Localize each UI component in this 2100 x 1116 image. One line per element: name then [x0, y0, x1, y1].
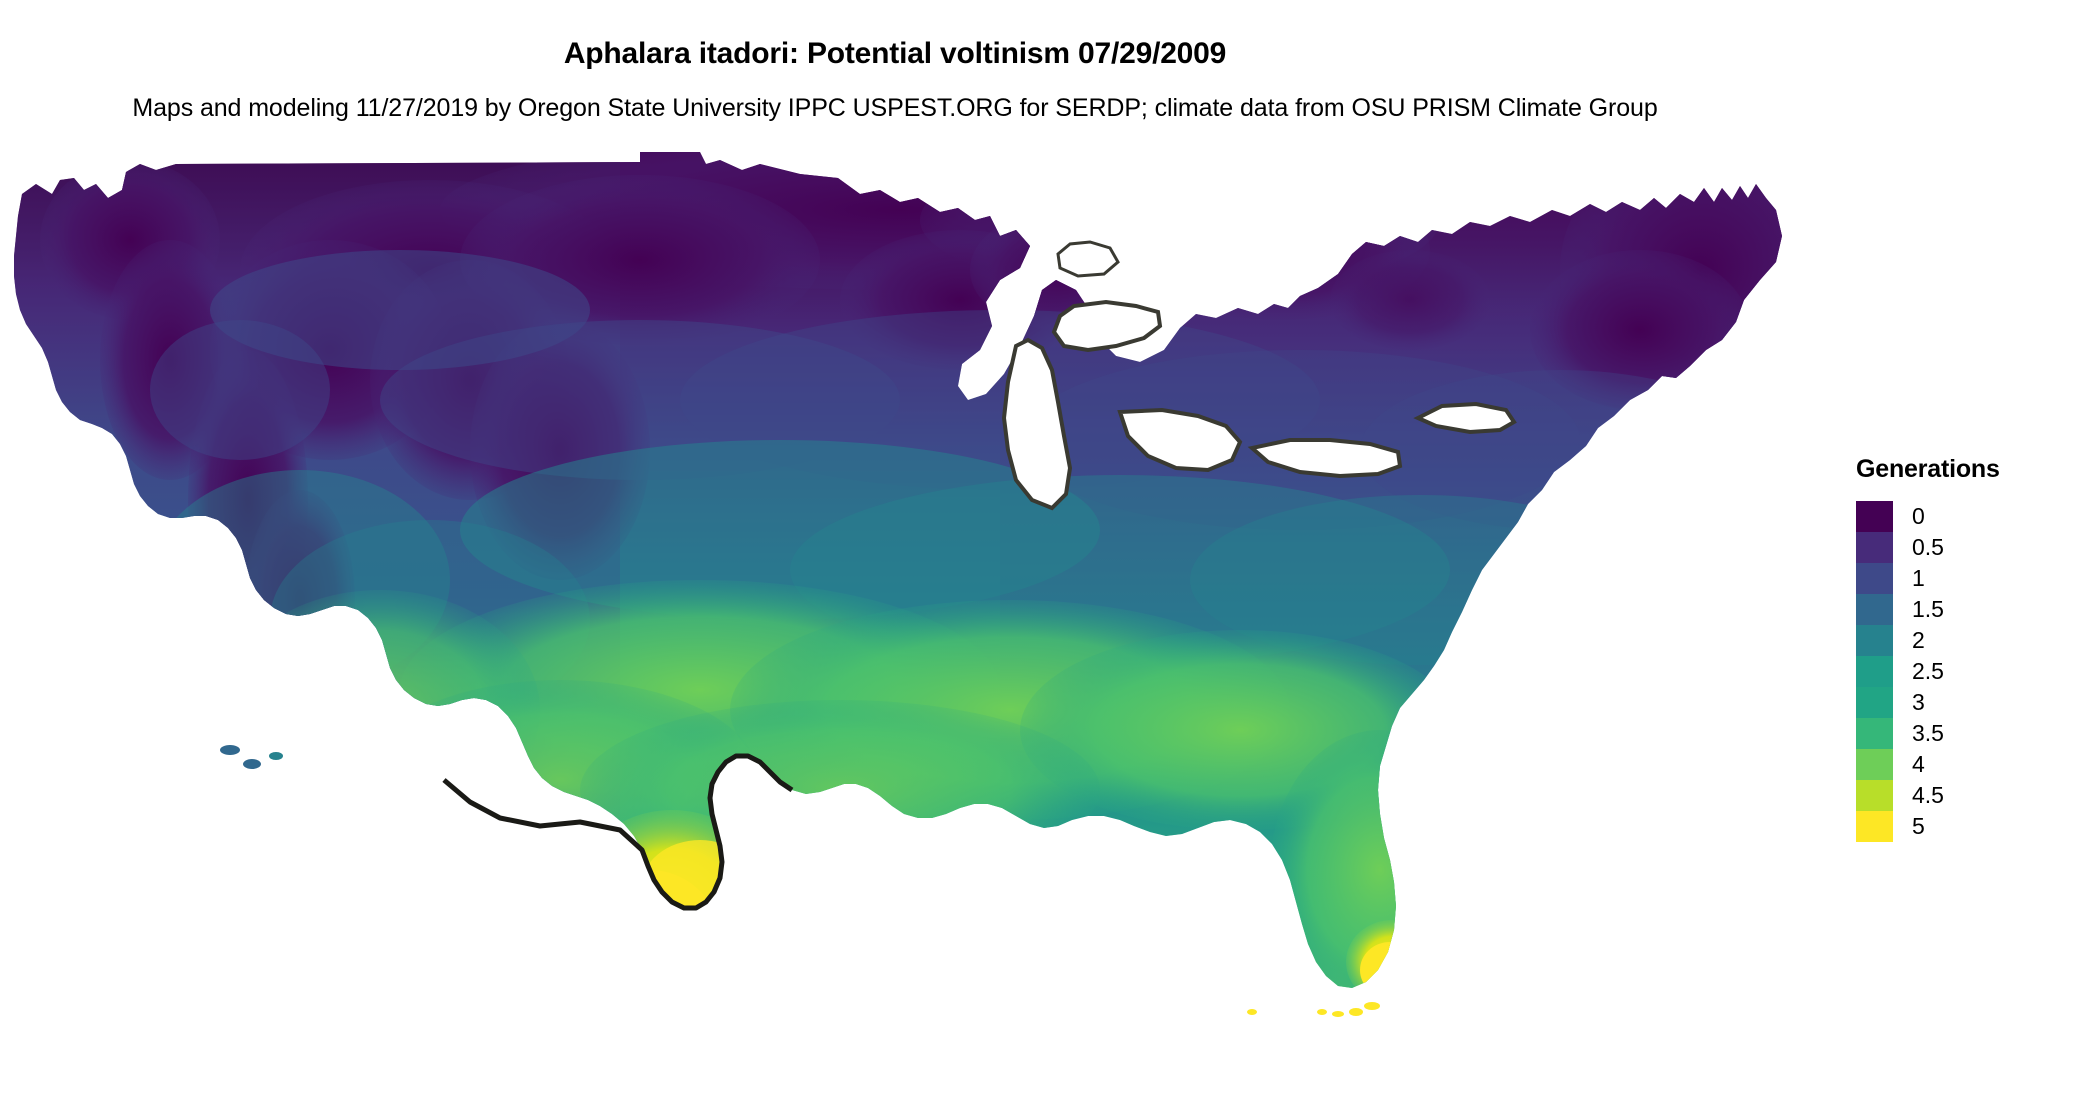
legend-swatch	[1856, 563, 1893, 594]
legend-body: 0 0.5 1 1.5 2 2.5 3 3.5 4 4.5 5	[1856, 501, 2092, 842]
legend-swatch	[1856, 594, 1893, 625]
legend-label: 4.5	[1912, 782, 1944, 808]
legend-swatch	[1856, 780, 1893, 811]
legend-label: 1	[1912, 565, 1925, 591]
page-title: Aphalara itadori: Potential voltinism 07…	[563, 37, 1227, 70]
legend-label: 4	[1912, 751, 1925, 777]
legend-label: 2	[1912, 627, 1925, 653]
map-legend: Generations 0 0.5 1 1.5 2 2.5 3 3.5 4 4.5 5	[1842, 455, 2092, 842]
legend-swatch	[1856, 625, 1893, 656]
legend-label: 0.5	[1912, 534, 1944, 560]
legend-label: 3	[1912, 689, 1925, 715]
green-regions	[220, 580, 1490, 988]
legend-colorbar	[1856, 501, 1893, 842]
legend-label: 1.5	[1912, 596, 1944, 622]
legend-label: 3.5	[1912, 720, 1944, 746]
legend-title: Generations	[1856, 455, 2000, 483]
legend-label: 0	[1912, 503, 1925, 529]
legend-swatch	[1856, 687, 1893, 718]
legend-swatch	[1856, 811, 1893, 842]
map-panel	[0, 150, 1800, 1116]
great-lakes	[1001, 240, 1517, 511]
legend-swatch	[1856, 501, 1893, 532]
us-voltinism-map	[0, 150, 1782, 1017]
southern-coastline	[442, 753, 794, 911]
title-block: Aphalara itadori: Potential voltinism 07…	[0, 0, 1790, 124]
voltinism-raster	[14, 152, 1782, 988]
figure-subtitle: Maps and modeling 11/27/2019 by Oregon S…	[132, 93, 1658, 122]
islands	[220, 745, 1380, 1017]
legend-label-list: 0 0.5 1 1.5 2 2.5 3 3.5 4 4.5 5	[1912, 501, 1944, 842]
legend-swatch	[1856, 718, 1893, 749]
legend-swatch	[1856, 532, 1893, 563]
legend-swatch	[1856, 656, 1893, 687]
legend-label: 2.5	[1912, 658, 1944, 684]
legend-label: 5	[1912, 813, 1925, 839]
legend-swatch	[1856, 749, 1893, 780]
